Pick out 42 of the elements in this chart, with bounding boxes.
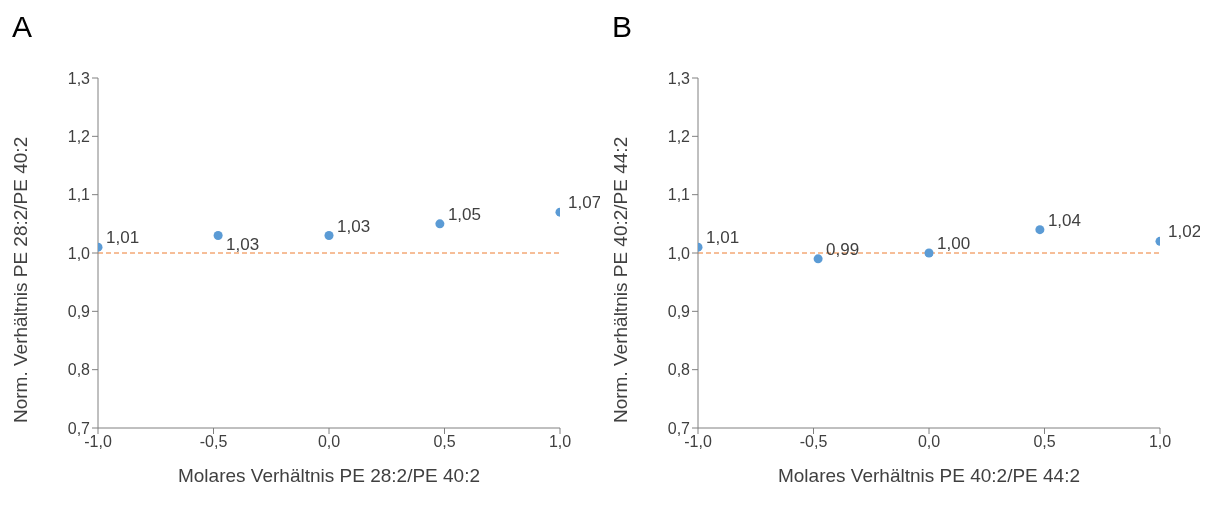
point [213,230,223,241]
data-label: 1,02 [1168,222,1202,242]
x-tick-label: 0,5 [433,433,456,451]
y-tick-label: 1,2 [67,128,91,146]
y-tick-label: 0,9 [67,303,91,321]
data-label: 1,03 [337,216,371,236]
x-tick-label: -0,5 [799,433,828,451]
y-tick-label: 1,0 [667,244,691,262]
y-axis-title: Norm. Verhältnis PE 40:2/PE 44:2 [609,136,631,423]
x-tick-label: 1,0 [1148,433,1172,451]
data-label: 1,04 [1047,210,1081,230]
y-tick-label: 1,1 [667,186,691,204]
y-tick-label: 1,1 [67,186,91,204]
x-axis-title: Molares Verhältnis PE 28:2/PE 40:2 [177,465,481,486]
chart-title: B [612,10,633,44]
data-label: 1,03 [226,234,260,254]
point [813,254,823,264]
point [435,219,445,229]
y-tick-label: 0,8 [67,361,91,379]
y-tick-label: 1,3 [667,69,691,87]
point [1035,225,1045,235]
y-tick-label: 0,9 [667,303,691,321]
data-label: 1,01 [106,228,140,248]
x-tick-label: 0,0 [317,433,341,451]
chart-title: A [12,10,33,44]
y-tick-label: 1,2 [667,128,691,146]
y-tick-label: 1,0 [67,244,91,262]
x-tick-label: 0,5 [1033,433,1056,451]
data-label: 1,00 [937,234,971,253]
data-label: 1,07 [568,193,602,213]
x-axis-title: Molares Verhältnis PE 40:2/PE 44:2 [777,465,1081,486]
point [324,230,334,241]
y-axis-title: Norm. Verhältnis PE 28:2/PE 40:2 [9,136,31,423]
y-tick-label: 0,8 [667,361,691,379]
x-tick-label: 0,0 [917,433,941,451]
data-label: 1,01 [706,228,740,248]
data-label: 0,99 [826,239,860,259]
data-label: 1,05 [447,204,481,224]
point [924,248,934,258]
y-tick-label: 1,3 [67,69,91,87]
x-tick-label: 1,0 [548,433,572,451]
x-tick-label: -0,5 [199,433,228,451]
